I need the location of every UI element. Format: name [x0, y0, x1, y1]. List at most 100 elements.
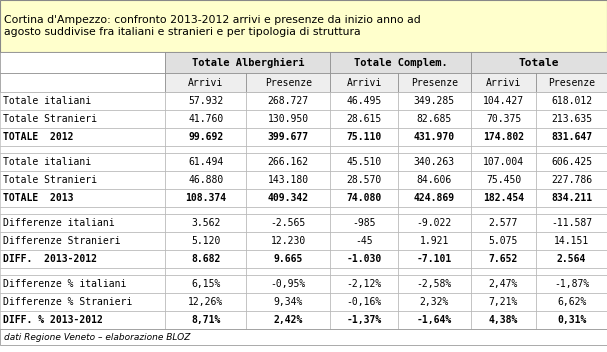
Text: 2.577: 2.577 [489, 218, 518, 228]
Bar [330, 128, 398, 146]
Text: Differenze % Stranieri: Differenze % Stranieri [3, 297, 132, 307]
Bar [165, 73, 246, 92]
Text: -0,95%: -0,95% [271, 279, 306, 289]
Text: 4,38%: 4,38% [489, 315, 518, 325]
Bar [0, 293, 165, 311]
Bar [330, 189, 398, 207]
Bar [0, 146, 165, 153]
Bar [330, 153, 398, 171]
Text: -1,64%: -1,64% [417, 315, 452, 325]
Text: Presenze: Presenze [548, 77, 595, 88]
Text: 45.510: 45.510 [347, 157, 382, 167]
Bar [536, 293, 607, 311]
Text: Totale: Totale [518, 57, 559, 68]
Text: 424.869: 424.869 [414, 193, 455, 203]
Text: 266.162: 266.162 [268, 157, 309, 167]
Bar [330, 110, 398, 128]
Text: 6,62%: 6,62% [557, 297, 586, 307]
Text: 831.647: 831.647 [551, 132, 592, 142]
Bar [246, 92, 330, 110]
Bar [165, 311, 246, 329]
Bar [398, 250, 471, 268]
Bar [471, 110, 536, 128]
Text: 268.727: 268.727 [268, 96, 309, 106]
Bar [330, 275, 398, 293]
Bar [471, 207, 536, 214]
Text: 8,71%: 8,71% [191, 315, 220, 325]
Bar [398, 232, 471, 250]
Text: 143.180: 143.180 [268, 175, 309, 185]
Text: 5.075: 5.075 [489, 236, 518, 246]
Bar [165, 171, 246, 189]
Text: 84.606: 84.606 [417, 175, 452, 185]
Bar [246, 110, 330, 128]
Text: 61.494: 61.494 [188, 157, 223, 167]
Text: 28.615: 28.615 [347, 114, 382, 124]
Bar [536, 214, 607, 232]
Text: 75.110: 75.110 [347, 132, 382, 142]
Text: 340.263: 340.263 [414, 157, 455, 167]
Text: 70.375: 70.375 [486, 114, 521, 124]
Bar [471, 146, 536, 153]
Text: 618.012: 618.012 [551, 96, 592, 106]
Text: 2,32%: 2,32% [419, 297, 449, 307]
Bar [330, 171, 398, 189]
Text: -2,58%: -2,58% [417, 279, 452, 289]
Bar [165, 189, 246, 207]
Bar [398, 275, 471, 293]
Bar [246, 311, 330, 329]
Text: 399.677: 399.677 [268, 132, 309, 142]
Bar [246, 153, 330, 171]
Bar [471, 275, 536, 293]
Bar [165, 232, 246, 250]
Bar [398, 73, 471, 92]
Text: 6,15%: 6,15% [191, 279, 220, 289]
Bar [398, 110, 471, 128]
Bar [165, 268, 246, 275]
Text: Arrivi: Arrivi [347, 77, 382, 88]
Bar [0, 214, 165, 232]
Text: -1.030: -1.030 [347, 254, 382, 264]
Bar [0, 189, 165, 207]
Text: Arrivi: Arrivi [188, 77, 223, 88]
Bar [165, 293, 246, 311]
Bar [165, 52, 330, 73]
Text: -11.587: -11.587 [551, 218, 592, 228]
Bar [398, 146, 471, 153]
Bar [536, 275, 607, 293]
Bar [0, 171, 165, 189]
Text: 606.425: 606.425 [551, 157, 592, 167]
Bar [165, 275, 246, 293]
Bar [471, 171, 536, 189]
Bar [246, 128, 330, 146]
Bar [330, 293, 398, 311]
Bar [398, 293, 471, 311]
Text: DIFF.  2013-2012: DIFF. 2013-2012 [3, 254, 97, 264]
Text: 99.692: 99.692 [188, 132, 223, 142]
Bar [165, 92, 246, 110]
Bar [165, 214, 246, 232]
Text: 41.760: 41.760 [188, 114, 223, 124]
Text: 14.151: 14.151 [554, 236, 589, 246]
Bar [0, 153, 165, 171]
Text: Totale Stranieri: Totale Stranieri [3, 175, 97, 185]
Text: Totale Stranieri: Totale Stranieri [3, 114, 97, 124]
Text: 174.802: 174.802 [483, 132, 524, 142]
Text: 57.932: 57.932 [188, 96, 223, 106]
Bar [165, 128, 246, 146]
Bar [246, 214, 330, 232]
Bar [536, 207, 607, 214]
Bar [471, 128, 536, 146]
Bar [246, 146, 330, 153]
Bar [0, 250, 165, 268]
Text: Totale italiani: Totale italiani [3, 157, 91, 167]
Bar [536, 73, 607, 92]
Text: 130.950: 130.950 [268, 114, 309, 124]
Bar [398, 311, 471, 329]
Text: 82.685: 82.685 [417, 114, 452, 124]
Bar [536, 153, 607, 171]
Bar [330, 268, 398, 275]
Text: 9.665: 9.665 [274, 254, 303, 264]
Text: 46.495: 46.495 [347, 96, 382, 106]
Bar [471, 52, 607, 73]
